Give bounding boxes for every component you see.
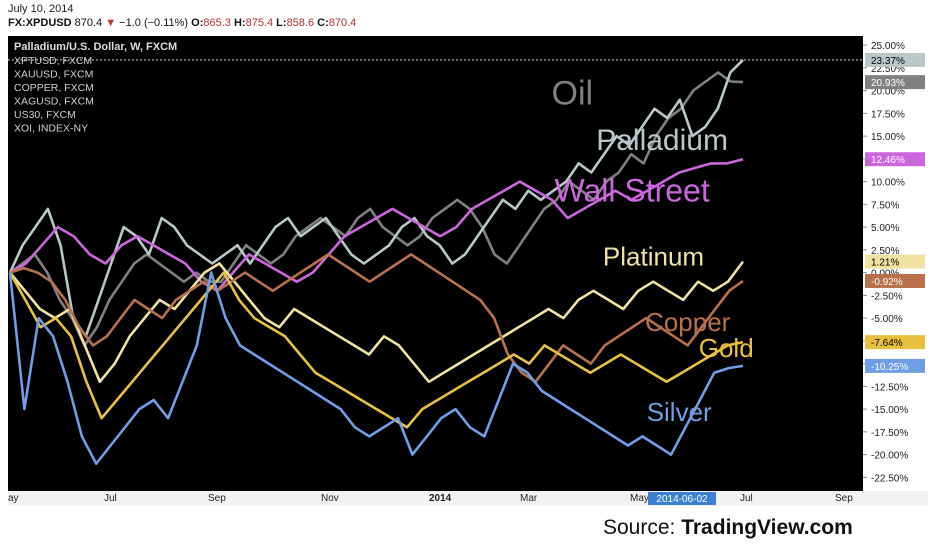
low-label: L: — [276, 17, 287, 29]
low-value: 858.6 — [286, 17, 315, 29]
x-tick-label: Sep — [208, 493, 226, 504]
x-tick-label: May — [630, 493, 649, 504]
source-site: TradingView.com — [681, 516, 853, 539]
y-tick-label: -12.50% — [871, 382, 908, 393]
series-annotation: Platinum — [603, 241, 704, 271]
last-value-label: -10.25% — [871, 362, 908, 373]
source-label: Source: — [603, 516, 676, 539]
y-tick-label: 10.00% — [871, 178, 905, 189]
price-change: −1.0 (−0.11%) — [119, 17, 189, 29]
close-label: C: — [317, 17, 329, 29]
chart-svg[interactable]: 25.00%22.50%20.00%17.50%15.00%12.50%10.0… — [8, 36, 928, 506]
series-annotation: Copper — [645, 307, 731, 337]
series-annotation: Wall Street — [554, 173, 709, 209]
legend-item: XAGUSD, FXCM — [14, 96, 94, 108]
y-tick-label: 7.50% — [871, 200, 899, 211]
chart-date: July 10, 2014 — [8, 3, 74, 15]
symbol-name[interactable]: FX:XPDUSD — [8, 17, 72, 29]
x-tick-label: ay — [8, 493, 19, 504]
last-value-badge — [865, 254, 925, 269]
last-value-label: 1.21% — [871, 258, 899, 269]
chart-panel[interactable]: 25.00%22.50%20.00%17.50%15.00%12.50%10.0… — [8, 36, 928, 506]
series-line-silver — [8, 271, 744, 466]
legend-item: XOI, INDEX-NY — [14, 123, 88, 135]
x-tick-label: Jul — [740, 493, 753, 504]
source-credit: Source: TradingView.com — [603, 516, 853, 540]
series-line-copper — [9, 253, 744, 384]
x-tick-label: 2014 — [429, 493, 452, 504]
series-line-palladium — [8, 58, 744, 338]
last-value-badge — [865, 358, 925, 373]
y-tick-label: 20.00% — [871, 87, 905, 98]
last-value-badge — [865, 152, 925, 167]
x-tick-label: Nov — [321, 493, 339, 504]
series-annotation: Palladium — [596, 124, 728, 157]
symbol-bar: FX:XPDUSD 870.4 ▼ −1.0 (−0.11%) O:865.3 … — [8, 17, 356, 29]
y-tick-label: 2.50% — [871, 246, 899, 257]
high-label: H: — [233, 17, 246, 29]
y-tick-label: -22.50% — [871, 473, 908, 484]
last-value-label: 20.93% — [871, 78, 905, 89]
y-tick-label: -17.50% — [871, 428, 908, 439]
y-tick-label: 22.50% — [871, 64, 905, 75]
last-value-label: -0.92% — [871, 277, 903, 288]
x-highlight-label: 2014-06-02 — [656, 494, 708, 505]
last-value-badge — [865, 335, 925, 350]
time-scale-background — [8, 491, 928, 506]
y-tick-label: -2.50% — [871, 291, 903, 302]
x-tick-label: Mar — [520, 493, 538, 504]
legend-item: XAUUSD, FXCM — [14, 69, 93, 81]
legend-item: COPPER, FXCM — [14, 82, 94, 94]
last-value-badge — [865, 52, 925, 67]
series-line-platinum — [8, 260, 745, 384]
legend-item: XPTUSD, FXCM — [14, 55, 92, 67]
high-value: 875.4 — [245, 17, 274, 29]
open-label: O: — [191, 17, 204, 29]
last-price: 870.4 — [74, 17, 103, 29]
x-tick-label: Sep — [835, 493, 853, 504]
legend-item: US30, FXCM — [14, 109, 76, 121]
last-value-label: 12.46% — [871, 155, 905, 166]
plot-background — [8, 36, 863, 491]
x-tick-label: Jul — [104, 493, 117, 504]
series-line-wall-street — [9, 157, 744, 293]
last-value-badge — [865, 273, 925, 288]
legend-title: Palladium/U.S. Dollar, W, FXCM — [14, 41, 177, 53]
x-highlight-box — [648, 492, 716, 505]
series-annotation: Oil — [552, 74, 594, 112]
y-tick-label: 25.00% — [871, 41, 905, 52]
y-tick-label: 17.50% — [871, 109, 905, 120]
down-arrow-icon: ▼ — [105, 17, 117, 29]
last-value-label: 23.37% — [871, 56, 905, 67]
last-value-badge — [865, 75, 925, 90]
last-value-label: -7.64% — [871, 338, 903, 349]
y-tick-label: -5.00% — [871, 314, 903, 325]
close-value: 870.4 — [328, 17, 357, 29]
series-line-gold — [8, 271, 744, 429]
series-annotation: Silver — [647, 397, 712, 427]
y-tick-label: 15.00% — [871, 132, 905, 143]
y-tick-label: 5.00% — [871, 223, 899, 234]
y-tick-label: -15.00% — [871, 405, 908, 416]
series-annotation: Gold — [699, 333, 754, 363]
open-value: 865.3 — [203, 17, 231, 29]
y-tick-label: -20.00% — [871, 451, 908, 462]
